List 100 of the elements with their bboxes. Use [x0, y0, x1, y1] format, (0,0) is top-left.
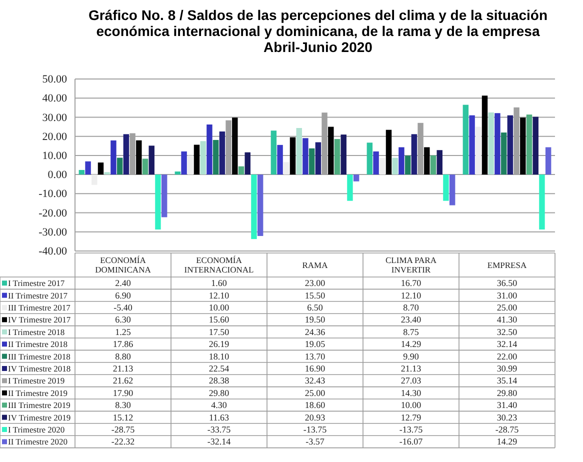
legend-label: II Trimestre 2017: [8, 290, 68, 300]
bar: [290, 137, 296, 175]
data-label: 29.80: [496, 388, 518, 398]
bar: [85, 161, 91, 175]
data-label: 31.40: [496, 400, 518, 410]
data-label: 21.62: [112, 376, 134, 386]
bar: [219, 131, 226, 175]
bar: [532, 116, 538, 175]
bar: [116, 158, 123, 175]
bar: [238, 166, 244, 175]
data-label: 19.50: [304, 314, 326, 325]
data-label: 20.93: [304, 412, 326, 422]
y-tick-label: 20.00: [42, 130, 68, 143]
data-label: -13.75: [303, 424, 328, 434]
data-label: 4.30: [211, 400, 228, 410]
data-label: -28.75: [495, 424, 520, 434]
data-label: 1.60: [211, 278, 228, 288]
bar: [545, 147, 552, 175]
bar: [206, 124, 212, 175]
data-label: -5.40: [114, 302, 133, 312]
data-label: 26.19: [208, 339, 230, 350]
y-tick-label: 50.00: [42, 74, 68, 86]
legend-label: I Trimestre 2020: [8, 424, 65, 434]
data-label: 8.30: [115, 400, 132, 410]
legend-label: III Trimestre 2019: [8, 400, 70, 410]
bar: [315, 142, 322, 175]
data-label: 28.38: [208, 376, 230, 386]
bar: [257, 174, 264, 236]
data-label: 14.29: [400, 339, 422, 350]
data-label: 14.30: [400, 388, 422, 398]
data-label: 6.30: [115, 314, 132, 325]
data-label: 25.00: [304, 388, 326, 398]
bar: [494, 113, 500, 175]
y-tick-label: 0.00: [48, 169, 68, 182]
data-label: 18.60: [304, 400, 326, 410]
bar: [366, 142, 373, 175]
data-label: 16.90: [304, 364, 326, 374]
data-label: 10.00: [400, 400, 422, 410]
bar: [110, 140, 116, 175]
data-label: -13.75: [399, 424, 424, 434]
bar: [200, 141, 206, 175]
bar: [98, 162, 104, 175]
bar: [411, 134, 418, 175]
data-label: -16.07: [399, 436, 424, 447]
data-label: 12.10: [208, 290, 230, 300]
bar: [443, 174, 449, 201]
bar: [284, 162, 290, 175]
data-label: 18.10: [208, 351, 230, 362]
bar: [308, 148, 315, 175]
data-label: -28.75: [111, 424, 136, 434]
y-tick-label: -40.00: [38, 246, 68, 258]
bar: [104, 172, 110, 175]
data-label: 6.50: [307, 302, 324, 312]
bar: [424, 147, 430, 175]
bar: [194, 144, 200, 175]
data-label: 11.63: [209, 412, 230, 422]
data-label: 12.10: [400, 290, 422, 300]
data-label: 8.75: [403, 326, 420, 337]
data-label: 21.13: [400, 364, 422, 374]
data-label: -33.75: [207, 424, 232, 434]
bar: [78, 170, 85, 175]
bar: [334, 139, 340, 175]
data-label: 17.90: [112, 388, 134, 398]
legend-label: I Trimestre 2019: [8, 376, 65, 386]
data-label: 30.23: [496, 412, 518, 422]
bar: [380, 158, 386, 175]
bar: [373, 151, 379, 175]
y-tick-label: 10.00: [42, 150, 68, 162]
bar: [174, 172, 181, 175]
bar: [449, 174, 456, 206]
data-label: -3.57: [306, 436, 325, 447]
data-label: 8.80: [115, 351, 132, 362]
bar: [520, 118, 526, 175]
bar: [212, 140, 219, 175]
data-label: 16.70: [400, 278, 422, 288]
bar: [188, 155, 194, 175]
data-label: 23.40: [400, 314, 422, 325]
bar: [398, 147, 404, 175]
data-label: 17.86: [112, 339, 134, 350]
y-tick-label: -30.00: [38, 226, 68, 238]
data-label: 9.90: [403, 351, 420, 362]
legend-label: II Trimestre 2018: [8, 339, 68, 350]
x-tick-label: ECONOMÍA DOMINICANA: [95, 255, 152, 274]
data-label: 23.00: [304, 278, 326, 288]
data-label: 30.99: [496, 364, 518, 374]
data-label: 8.70: [403, 302, 420, 312]
bar: [476, 126, 482, 175]
data-label: 14.29: [496, 436, 518, 447]
bar: [488, 112, 494, 175]
bar: [136, 140, 142, 175]
bar: [539, 174, 545, 230]
bar: [392, 158, 398, 175]
bar: [500, 132, 507, 175]
bar: [123, 134, 130, 175]
legend-label: I Trimestre 2018: [8, 326, 65, 337]
data-label: 36.50: [496, 278, 518, 288]
data-label: -32.14: [207, 436, 232, 447]
bar: [347, 174, 353, 201]
legend-label: IV Trimestre 2018: [8, 364, 71, 374]
bar: [142, 158, 148, 175]
